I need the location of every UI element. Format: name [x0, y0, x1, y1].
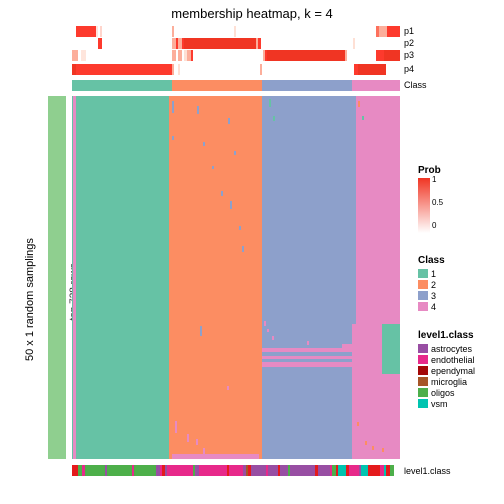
prob-gradient [418, 178, 430, 233]
level1-bottom-bar [72, 465, 400, 476]
track-label-p4: p4 [404, 64, 414, 74]
track-p1 [72, 26, 400, 37]
track-label-Class: Class [404, 80, 427, 90]
track-label-p1: p1 [404, 26, 414, 36]
chart-title: membership heatmap, k = 4 [0, 6, 504, 21]
track-class [72, 80, 400, 91]
legend-item-microglia: microglia [418, 376, 475, 387]
legend-item-ependymal: ependymal [418, 365, 475, 376]
legend-item-2: 2 [418, 279, 445, 290]
track-p4 [72, 64, 400, 75]
legend-level1: level1.class astrocytesendothelialependy… [418, 330, 475, 409]
legend-level1-title: level1.class [418, 330, 475, 341]
left-sampling-strip [48, 96, 66, 459]
track-p2 [72, 38, 400, 49]
legend-item-vsm: vsm [418, 398, 475, 409]
legend-item-oligos: oligos [418, 387, 475, 398]
legend-item-1: 1 [418, 268, 445, 279]
legend-item-4: 4 [418, 301, 445, 312]
legend-item-3: 3 [418, 290, 445, 301]
track-label-p2: p2 [404, 38, 414, 48]
heatmap-area [72, 26, 400, 484]
legend-class-title: Class [418, 255, 445, 266]
membership-body [72, 96, 400, 459]
legend-class: Class 1234 [418, 255, 445, 312]
ylabel-outer: 50 x 1 random samplings [24, 201, 36, 361]
legend-item-astrocytes: astrocytes [418, 343, 475, 354]
track-label-p3: p3 [404, 50, 414, 60]
legend-prob: Prob 10.50 [418, 165, 441, 235]
legend-item-endothelial: endothelial [418, 354, 475, 365]
bottom-bar-label: level1.class [404, 466, 451, 476]
track-p3 [72, 50, 400, 61]
